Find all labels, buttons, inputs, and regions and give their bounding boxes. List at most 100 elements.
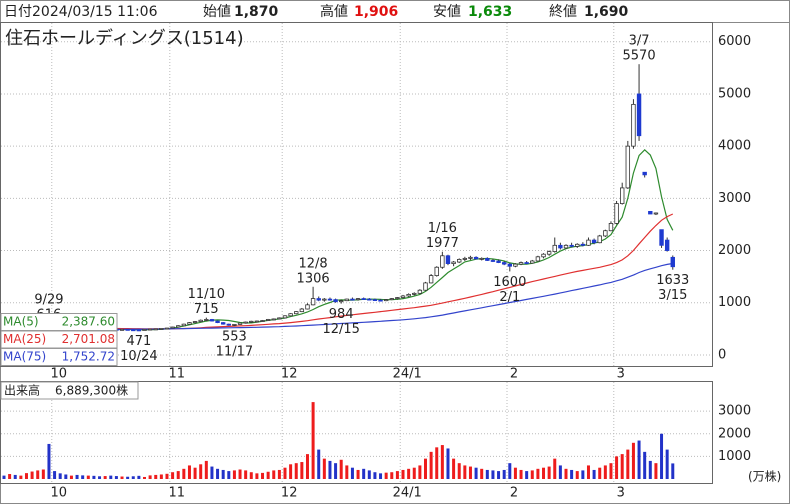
candle-body (243, 321, 248, 324)
candle-body (569, 244, 574, 247)
header-label: 安値 (433, 4, 461, 20)
volume-bar (199, 464, 203, 479)
volume-bar (64, 474, 68, 479)
annotation-value: 1633 (656, 273, 689, 288)
candle-body (440, 255, 445, 268)
volume-bar (187, 465, 191, 479)
candle-body (580, 243, 586, 246)
volume-tick-label: 3000 (718, 404, 751, 419)
candle-body (232, 324, 237, 326)
candle-body (631, 103, 636, 147)
volume-bar (154, 474, 158, 479)
x-tick-label: 11 (169, 486, 186, 501)
header-label: 高値 (320, 3, 348, 20)
volume-bar (463, 465, 467, 479)
volume-bar (19, 475, 23, 479)
y-tick-label: 0 (718, 347, 726, 362)
volume-bar (216, 468, 220, 479)
candle-body (614, 203, 619, 224)
volume-bar (227, 471, 231, 479)
x-tick-label: 2 (510, 486, 518, 501)
price-frame (0, 22, 713, 367)
volume-bar (592, 469, 596, 479)
volume-bar (159, 474, 163, 479)
candle-body (496, 260, 501, 263)
legend-value: 2,701.08 (62, 332, 115, 346)
candle-body (501, 262, 507, 265)
volume-bar (277, 469, 281, 479)
chart-title: 住石ホールディングス(1514) (5, 28, 244, 49)
x-tick-label: 2 (510, 367, 518, 382)
candle-body (131, 329, 136, 332)
volume-bar (339, 459, 343, 479)
annotation-value: 5570 (623, 49, 656, 64)
header-close: 1,690 (584, 4, 629, 20)
volume-bar (81, 475, 85, 479)
annotation-date: 2/1 (499, 290, 520, 305)
candle-body (457, 259, 462, 263)
candle-body (659, 229, 664, 246)
volume-bar (648, 460, 652, 479)
candle-body (187, 322, 192, 325)
candle-body (563, 244, 569, 249)
volume-bar (182, 468, 186, 479)
candle-body (636, 93, 642, 137)
volume-bar (193, 467, 197, 479)
volume-bar (390, 472, 394, 479)
candle-body (350, 298, 355, 301)
annotation-date: 1/16 (428, 221, 457, 236)
candle-body (653, 212, 659, 215)
volume-bar (176, 471, 180, 479)
volume-bar (570, 469, 574, 479)
volume-bar (244, 470, 248, 479)
candle-body (389, 298, 394, 301)
candle-body (513, 263, 518, 267)
candle-body (462, 257, 468, 260)
volume-bar (609, 463, 613, 479)
y-tick-label: 2000 (718, 243, 751, 258)
x-tick-label: 10 (51, 486, 68, 501)
volume-bar (519, 469, 523, 479)
candle-body (322, 298, 327, 301)
candle-body (400, 295, 406, 298)
header-label: 始値 (203, 4, 231, 20)
candle-body (260, 320, 265, 322)
volume-bar (53, 471, 57, 479)
legend-value: 2,387.60 (62, 315, 115, 329)
candle-body (327, 298, 333, 301)
volume-bar (418, 465, 422, 479)
volume-bar (210, 466, 214, 479)
candle-body (125, 328, 130, 331)
volume-bar (575, 471, 579, 479)
volume-bar (311, 402, 315, 479)
volume-bar (356, 469, 360, 479)
volume-bar (58, 473, 62, 479)
volume-bar (109, 475, 113, 479)
volume-bar (317, 449, 321, 479)
candle-body (648, 210, 653, 215)
volume-bar (334, 463, 338, 479)
volume-bar (558, 465, 562, 479)
candle-body (620, 187, 625, 204)
volume-bar (131, 476, 135, 479)
candle-body (192, 321, 198, 323)
y-tick-label: 1000 (718, 295, 751, 310)
volume-unit: (万株) (748, 469, 781, 484)
candle-body (575, 243, 580, 247)
candle-body (142, 329, 147, 331)
volume-bar (586, 465, 590, 479)
volume-bar (294, 463, 298, 479)
volume-bar (626, 449, 630, 479)
volume-bar (137, 475, 141, 479)
plot-layer: 0 1000 2000 3000 4000 5000 6000 1000 2000 3000 (万株… (0, 23, 781, 501)
candle-body (355, 298, 361, 301)
annotation-date: 11/10 (188, 287, 225, 302)
annotation-value: 471 (126, 334, 151, 349)
legend-name: MA(75) (3, 350, 46, 364)
volume-bar (204, 460, 208, 479)
candle-body (333, 299, 338, 303)
x-tick-label: 11 (169, 367, 186, 382)
volume-bar (654, 463, 658, 479)
